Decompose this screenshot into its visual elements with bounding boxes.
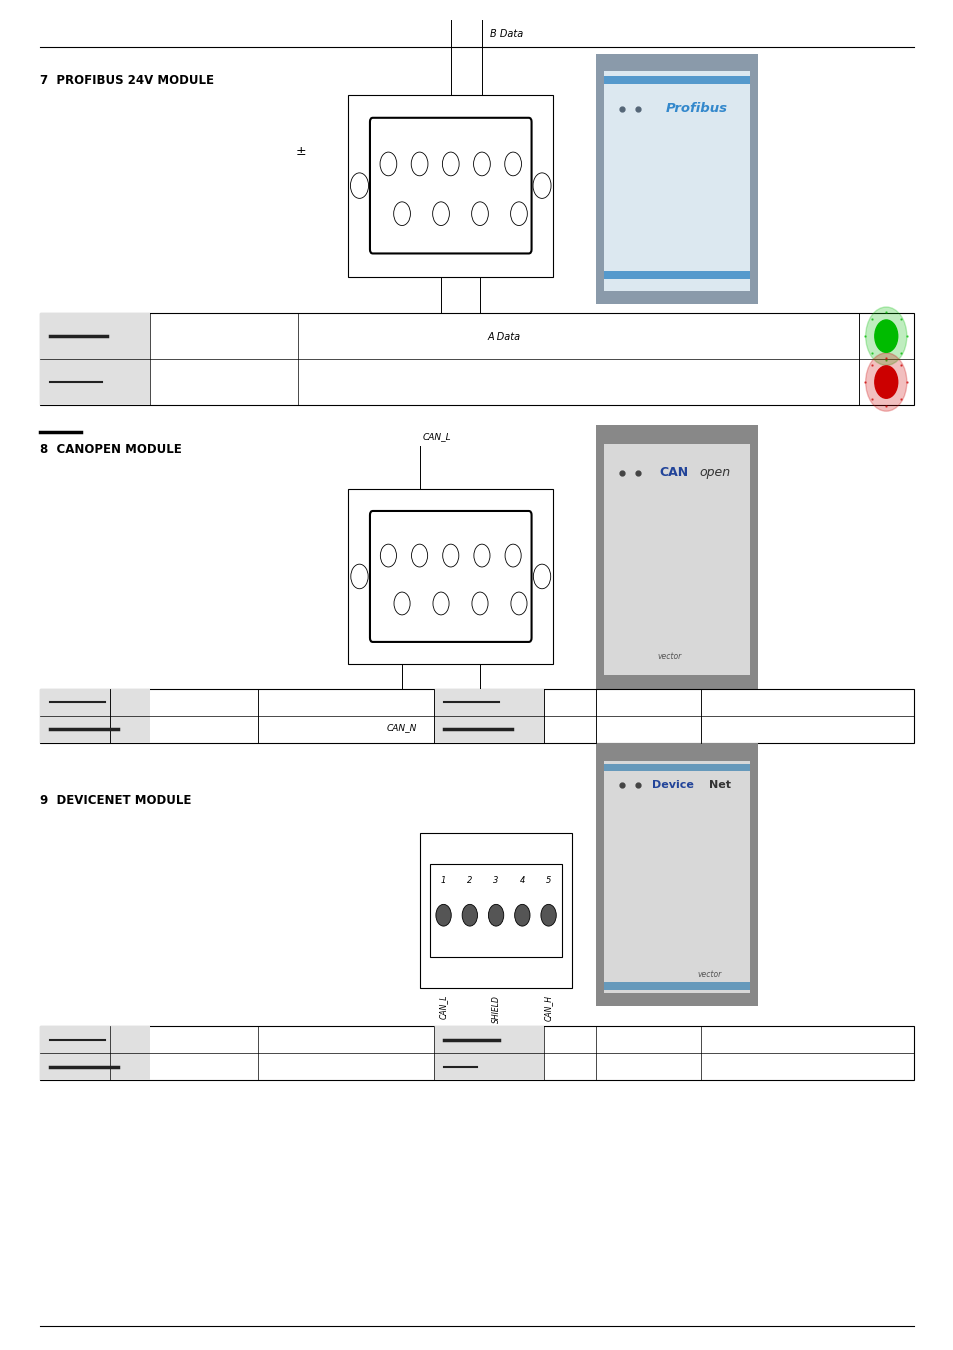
Circle shape <box>433 202 449 225</box>
Text: vector: vector <box>697 969 721 979</box>
Circle shape <box>488 904 503 926</box>
Text: A Data: A Data <box>487 332 520 342</box>
Text: CAN_L: CAN_L <box>422 432 451 441</box>
Text: 8  CANOPEN MODULE: 8 CANOPEN MODULE <box>40 443 182 456</box>
Circle shape <box>471 202 488 225</box>
Text: ±: ± <box>295 144 306 158</box>
Bar <box>348 489 553 664</box>
Text: 6: 6 <box>520 220 525 230</box>
Circle shape <box>540 904 556 926</box>
Circle shape <box>411 153 428 176</box>
Circle shape <box>351 564 368 589</box>
Bar <box>40 313 150 405</box>
Text: 1: 1 <box>375 539 380 548</box>
Text: 9  DEVICENET MODULE: 9 DEVICENET MODULE <box>40 794 192 807</box>
Text: 6: 6 <box>375 610 380 620</box>
Bar <box>604 271 749 279</box>
Text: 24V in: 24V in <box>468 724 497 733</box>
Text: 1: 1 <box>440 876 446 886</box>
Text: 5: 5 <box>545 876 551 886</box>
Text: vector: vector <box>657 652 680 662</box>
Circle shape <box>504 544 520 567</box>
Circle shape <box>394 202 410 225</box>
Bar <box>40 1026 150 1080</box>
Circle shape <box>442 544 458 567</box>
Circle shape <box>511 593 526 614</box>
Text: CAN_L: CAN_L <box>438 995 448 1019</box>
Bar <box>604 444 749 675</box>
Text: Net: Net <box>708 779 730 790</box>
Bar <box>596 54 758 304</box>
Circle shape <box>874 320 897 352</box>
Bar <box>604 72 749 292</box>
Circle shape <box>379 153 396 176</box>
Text: 3: 3 <box>493 876 498 886</box>
Circle shape <box>380 544 396 567</box>
Bar <box>604 77 749 84</box>
Bar <box>40 1026 913 1080</box>
Text: Profibus: Profibus <box>665 103 727 116</box>
FancyBboxPatch shape <box>370 117 531 254</box>
Circle shape <box>864 306 906 366</box>
Text: CAN_N: CAN_N <box>387 724 416 733</box>
Text: 7  PROFIBUS 24V MODULE: 7 PROFIBUS 24V MODULE <box>40 74 213 88</box>
Circle shape <box>473 153 490 176</box>
Text: CAN_H: CAN_H <box>543 995 553 1021</box>
Circle shape <box>874 366 897 398</box>
Circle shape <box>411 544 427 567</box>
Bar <box>40 313 913 405</box>
Circle shape <box>474 544 490 567</box>
Circle shape <box>504 153 521 176</box>
Bar <box>40 688 913 742</box>
Text: Device: Device <box>651 779 693 790</box>
Circle shape <box>442 153 458 176</box>
Bar <box>434 1026 543 1080</box>
Text: CAN: CAN <box>659 466 688 479</box>
Bar <box>430 864 561 957</box>
Text: B Data: B Data <box>489 30 522 39</box>
Bar <box>419 833 572 988</box>
Text: 1: 1 <box>520 147 525 155</box>
Circle shape <box>510 202 527 225</box>
Circle shape <box>350 173 368 198</box>
Circle shape <box>533 564 550 589</box>
Bar <box>40 688 150 742</box>
Bar <box>596 425 758 688</box>
Circle shape <box>433 593 449 614</box>
Circle shape <box>864 352 906 412</box>
Circle shape <box>472 593 488 614</box>
Text: 4: 4 <box>519 876 524 886</box>
Bar <box>604 764 749 771</box>
Text: SHIELD: SHIELD <box>491 995 500 1023</box>
Circle shape <box>533 173 551 198</box>
Text: 5: 5 <box>375 147 380 155</box>
Text: 9: 9 <box>520 610 525 620</box>
Text: 5: 5 <box>520 539 525 548</box>
Circle shape <box>514 904 530 926</box>
Circle shape <box>461 904 477 926</box>
FancyBboxPatch shape <box>370 512 531 643</box>
Bar <box>604 761 749 992</box>
Circle shape <box>436 904 451 926</box>
Bar <box>596 743 758 1006</box>
Text: 9: 9 <box>375 220 380 230</box>
Circle shape <box>394 593 410 614</box>
Bar <box>604 981 749 990</box>
Bar <box>348 95 553 277</box>
Text: 2: 2 <box>467 876 472 886</box>
Bar <box>434 688 543 742</box>
Text: open: open <box>699 466 729 479</box>
